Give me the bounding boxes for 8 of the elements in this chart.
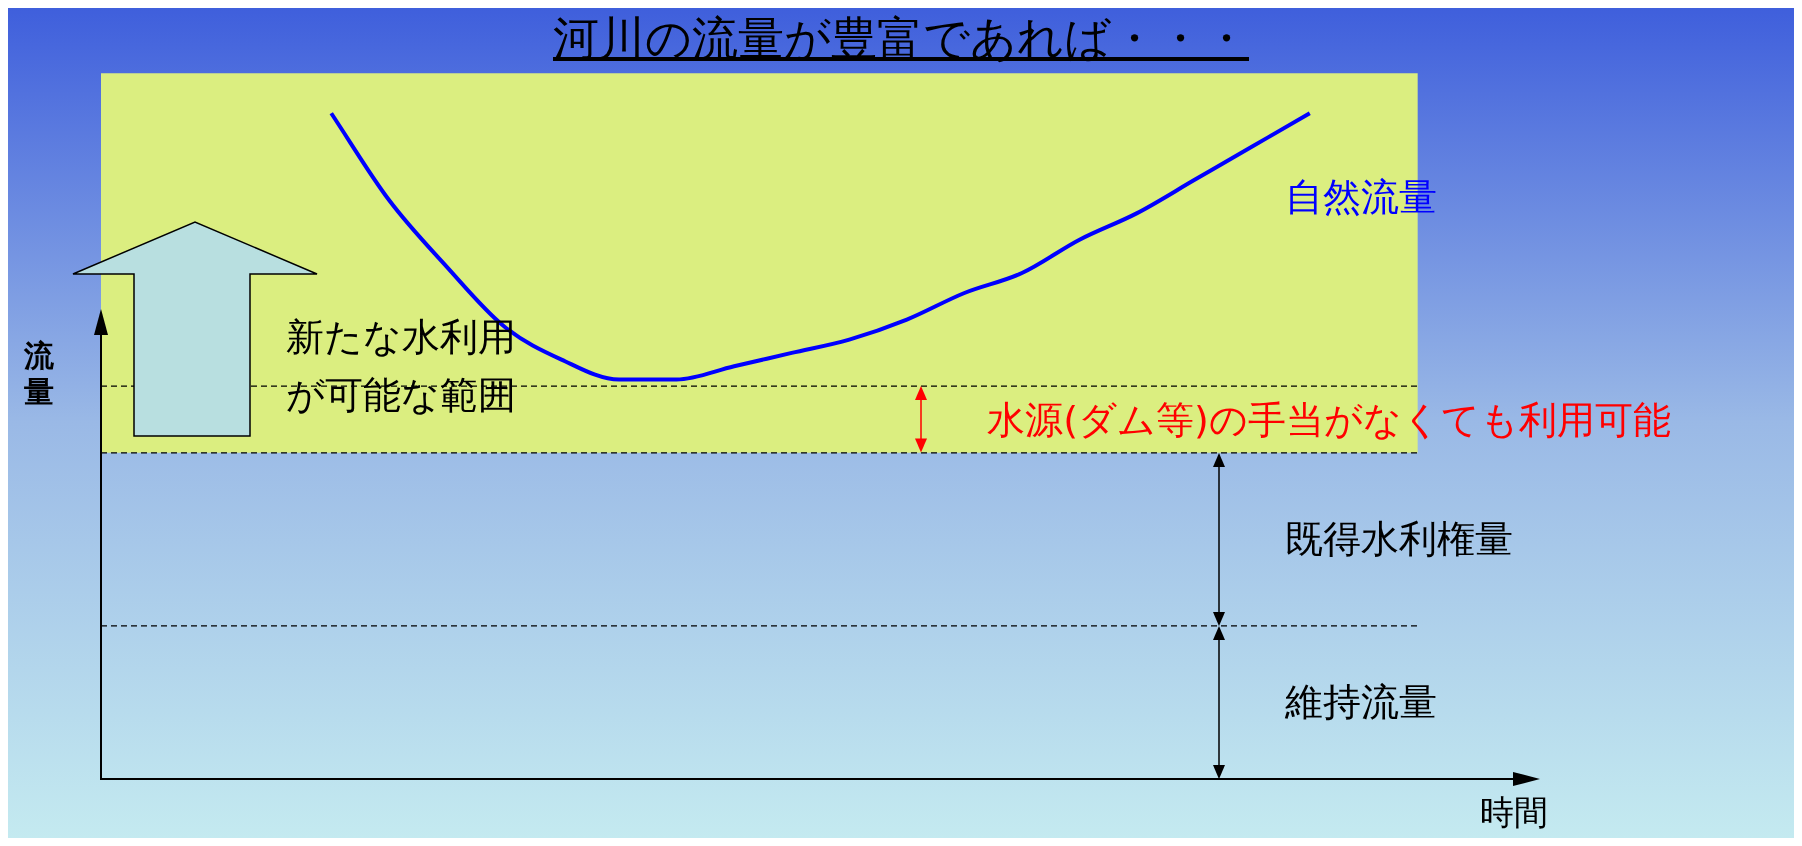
series-label: 自然流量 xyxy=(1285,174,1438,219)
x-axis-title: 時間 xyxy=(1480,791,1548,834)
annotation: 維持流量 xyxy=(1285,679,1438,727)
annotation: 新たな水利用が可能な範囲 xyxy=(286,314,517,419)
annotation: 水源(ダム等)の手当がなくても利用可能 xyxy=(987,396,1671,444)
annotation: 既得水利権量 xyxy=(1285,516,1514,564)
chart-title: 河川の流量が豊富であれば・・・ xyxy=(552,10,1250,67)
y-axis-title: 流量 xyxy=(23,338,55,410)
